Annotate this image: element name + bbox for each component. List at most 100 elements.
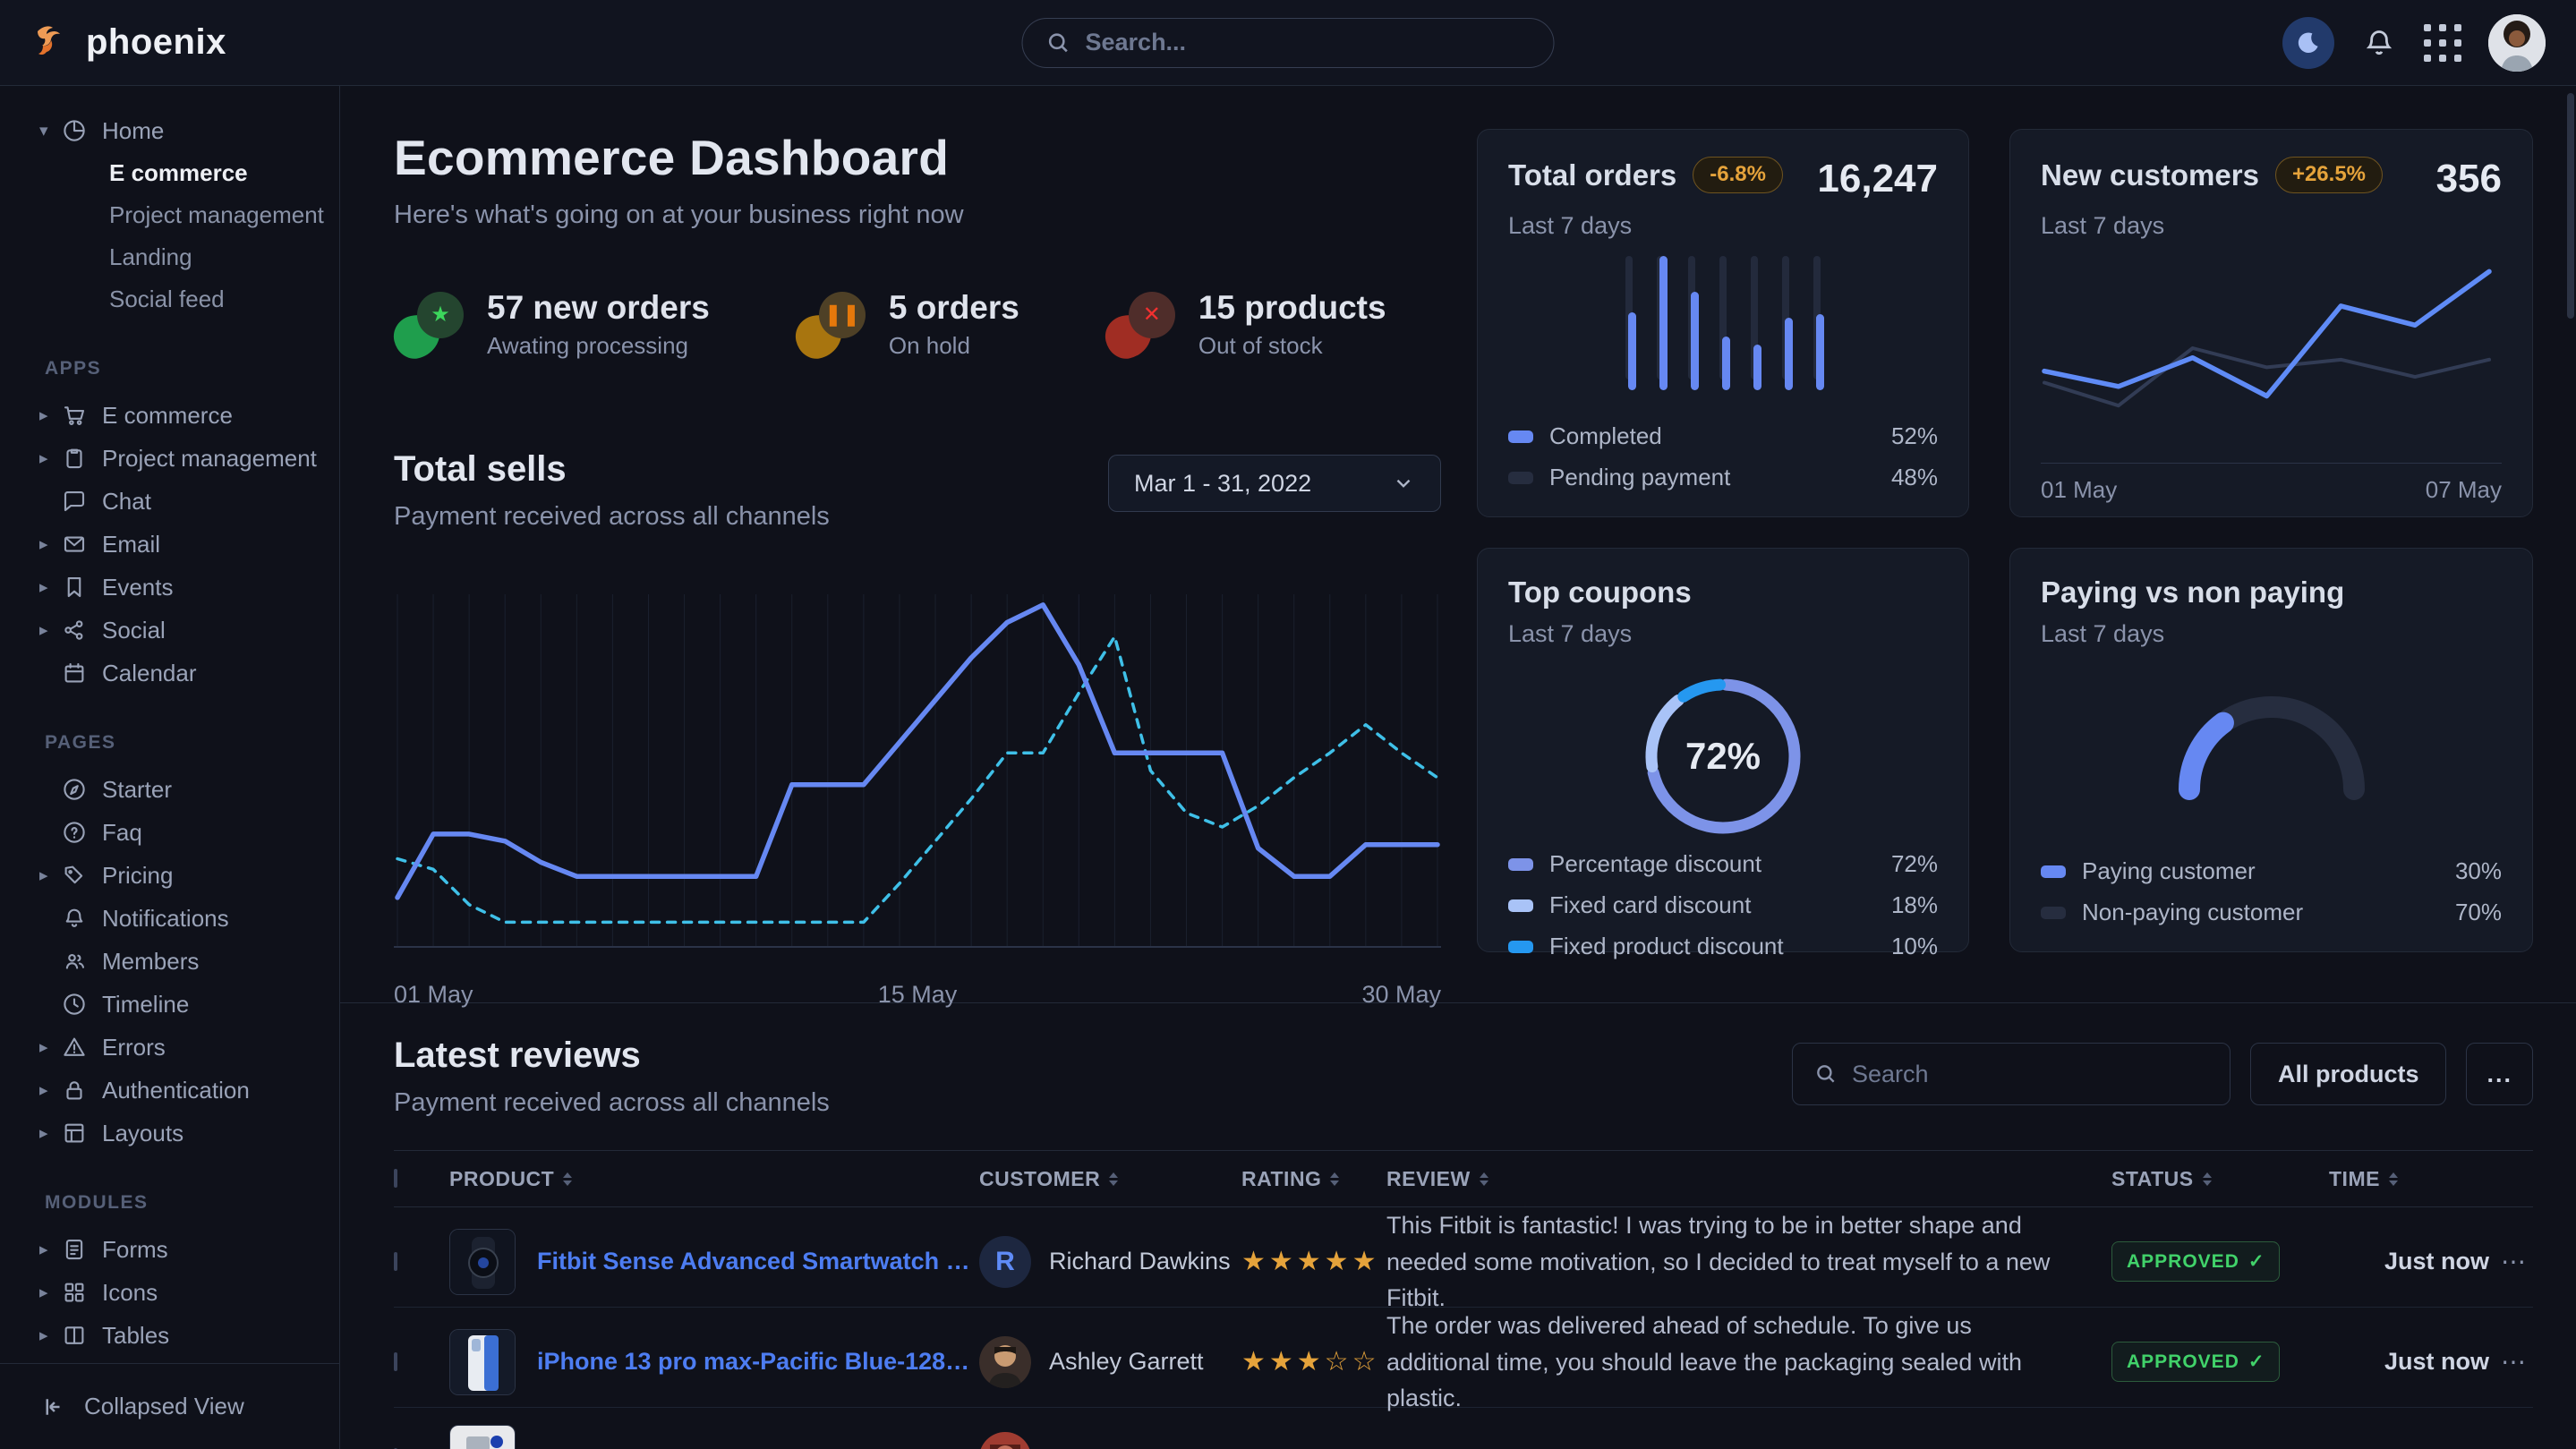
sidebar-item-components[interactable]: ▸Components — [0, 1357, 339, 1363]
all-products-button[interactable]: All products — [2250, 1043, 2447, 1105]
column-header-time[interactable]: TIME — [2329, 1167, 2533, 1191]
column-label: STATUS — [2111, 1167, 2194, 1191]
profile-avatar[interactable] — [2488, 14, 2546, 72]
layout-icon — [61, 1120, 88, 1146]
column-header-review[interactable]: REVIEW — [1386, 1167, 2111, 1191]
bar-pair — [1782, 256, 1790, 390]
x-icon: ✕ — [1129, 292, 1175, 338]
sort-icon[interactable] — [2389, 1172, 2398, 1186]
sidebar-item-home[interactable]: ▾Home — [0, 109, 339, 152]
sidebar-item-label: Tables — [102, 1322, 169, 1350]
collapse-sidebar-button[interactable]: Collapsed View — [0, 1363, 339, 1449]
total-orders-card: Total orders -6.8% 16,247 Last 7 days Co… — [1477, 129, 1969, 517]
column-header-rating[interactable]: RATING — [1241, 1167, 1386, 1191]
row-actions-button[interactable]: ⋯ — [2501, 1247, 2528, 1276]
sidebar-item-email[interactable]: ▸Email — [0, 523, 339, 566]
sidebar-subitem-social-feed[interactable]: Social feed — [0, 278, 339, 320]
row-checkbox[interactable] — [394, 1252, 397, 1271]
caret-right-icon: ▸ — [39, 865, 61, 886]
sort-icon[interactable] — [1109, 1172, 1118, 1186]
users-icon — [61, 948, 88, 975]
sidebar-item-label: Project management — [102, 445, 317, 473]
bar-completed — [1659, 256, 1668, 390]
x-tick: 30 May — [1361, 981, 1441, 1009]
sidebar-item-project-management[interactable]: ▸Project management — [0, 437, 339, 480]
row-checkbox[interactable] — [394, 1352, 397, 1371]
sidebar-item-icons[interactable]: ▸Icons — [0, 1271, 339, 1314]
calendar-icon — [61, 660, 88, 686]
sort-icon[interactable] — [563, 1172, 572, 1186]
more-options-button[interactable]: ... — [2466, 1043, 2533, 1105]
sort-icon[interactable] — [2203, 1172, 2212, 1186]
time-cell: Just now⋯ — [2329, 1347, 2533, 1377]
sidebar-subitem-landing[interactable]: Landing — [0, 236, 339, 278]
page-scrollbar[interactable] — [2567, 93, 2574, 319]
bar-completed — [1628, 312, 1636, 390]
rating-cell: ★★★☆☆ — [1241, 1346, 1386, 1377]
sidebar-item-forms[interactable]: ▸Forms — [0, 1228, 339, 1271]
date-range-value: Mar 1 - 31, 2022 — [1134, 470, 1311, 498]
row-actions-button[interactable]: ⋯ — [2501, 1347, 2528, 1377]
sidebar-item-starter[interactable]: Starter — [0, 768, 339, 811]
legend-label: Fixed card discount — [1549, 891, 1751, 919]
legend-row: Paying customer30% — [2041, 857, 2502, 885]
clock-icon — [61, 991, 88, 1018]
date-range-select[interactable]: Mar 1 - 31, 2022 — [1108, 455, 1441, 512]
product-link[interactable]: Fitbit Sense Advanced Smartwatch with To… — [537, 1248, 979, 1275]
global-search-input[interactable] — [1086, 29, 1531, 56]
sidebar-item-layouts[interactable]: ▸Layouts — [0, 1112, 339, 1155]
bar-pair — [1688, 256, 1696, 390]
legend-label: Pending payment — [1549, 464, 1730, 491]
sidebar-item-authentication[interactable]: ▸Authentication — [0, 1069, 339, 1112]
time-cell: Just now ⋯ — [2329, 1247, 2533, 1276]
sidebar-item-social[interactable]: ▸Social — [0, 609, 339, 652]
dashboard-hero: Ecommerce Dashboard Here's what's going … — [340, 86, 2576, 1002]
sidebar-item-e-commerce[interactable]: ▸E commerce — [0, 394, 339, 437]
time-text: Just now — [2384, 1248, 2489, 1275]
legend-swatch — [1508, 899, 1533, 912]
bell-icon[interactable] — [2361, 25, 2397, 61]
sidebar-subitem-project-management[interactable]: Project management — [0, 194, 339, 236]
sidebar-item-label: E commerce — [102, 402, 233, 430]
select-all-checkbox[interactable] — [394, 1169, 397, 1188]
review-text: The order was delivered ahead of schedul… — [1386, 1308, 2111, 1417]
file-icon — [61, 1236, 88, 1263]
theme-toggle-button[interactable] — [2282, 17, 2334, 69]
column-header-customer[interactable]: CUSTOMER — [979, 1167, 1241, 1191]
reviews-search[interactable] — [1792, 1043, 2231, 1105]
collapse-label: Collapsed View — [84, 1393, 244, 1420]
sidebar-item-tables[interactable]: ▸Tables — [0, 1314, 339, 1357]
legend-row: Non-paying customer70% — [2041, 899, 2502, 926]
sidebar-item-members[interactable]: Members — [0, 940, 339, 983]
sidebar-item-label: Starter — [102, 776, 172, 804]
sidebar-item-label: Errors — [102, 1034, 166, 1061]
sort-icon[interactable] — [1330, 1172, 1339, 1186]
caret-right-icon: ▸ — [39, 620, 61, 641]
sidebar-item-faq[interactable]: Faq — [0, 811, 339, 854]
sort-icon[interactable] — [1480, 1172, 1488, 1186]
grid-icon — [61, 1279, 88, 1306]
sidebar-item-calendar[interactable]: Calendar — [0, 652, 339, 695]
product-thumbnail — [449, 1425, 516, 1449]
review-text: This Fitbit is fantastic! I was trying t… — [1386, 1207, 2111, 1317]
apps-grid-icon[interactable] — [2424, 24, 2461, 62]
column-header-product[interactable]: PRODUCT — [449, 1167, 979, 1191]
sidebar-item-timeline[interactable]: Timeline — [0, 983, 339, 1026]
phoenix-logo-icon — [30, 22, 72, 64]
brand[interactable]: phoenix — [30, 22, 226, 64]
sidebar-subitem-e-commerce[interactable]: E commerce — [0, 152, 339, 194]
column-header-status[interactable]: STATUS — [2111, 1167, 2329, 1191]
collapse-arrow-icon — [39, 1394, 66, 1420]
sidebar-item-errors[interactable]: ▸Errors — [0, 1026, 339, 1069]
sidebar-item-events[interactable]: ▸Events — [0, 566, 339, 609]
caret-right-icon: ▸ — [39, 1240, 61, 1260]
bar-pair — [1813, 256, 1821, 390]
reviews-search-input[interactable] — [1852, 1061, 2208, 1088]
sidebar-item-pricing[interactable]: ▸Pricing — [0, 854, 339, 897]
sidebar-item-notifications[interactable]: Notifications — [0, 897, 339, 940]
stat-orders-on-hold: ❚❚ 5 orders On hold — [796, 289, 1019, 360]
product-link[interactable]: iPhone 13 pro max-Pacific Blue-128GB sto… — [537, 1348, 979, 1376]
sidebar-item-chat[interactable]: Chat — [0, 480, 339, 523]
global-search[interactable] — [1022, 18, 1555, 68]
customer-name: Richard Dawkins — [1049, 1248, 1231, 1275]
